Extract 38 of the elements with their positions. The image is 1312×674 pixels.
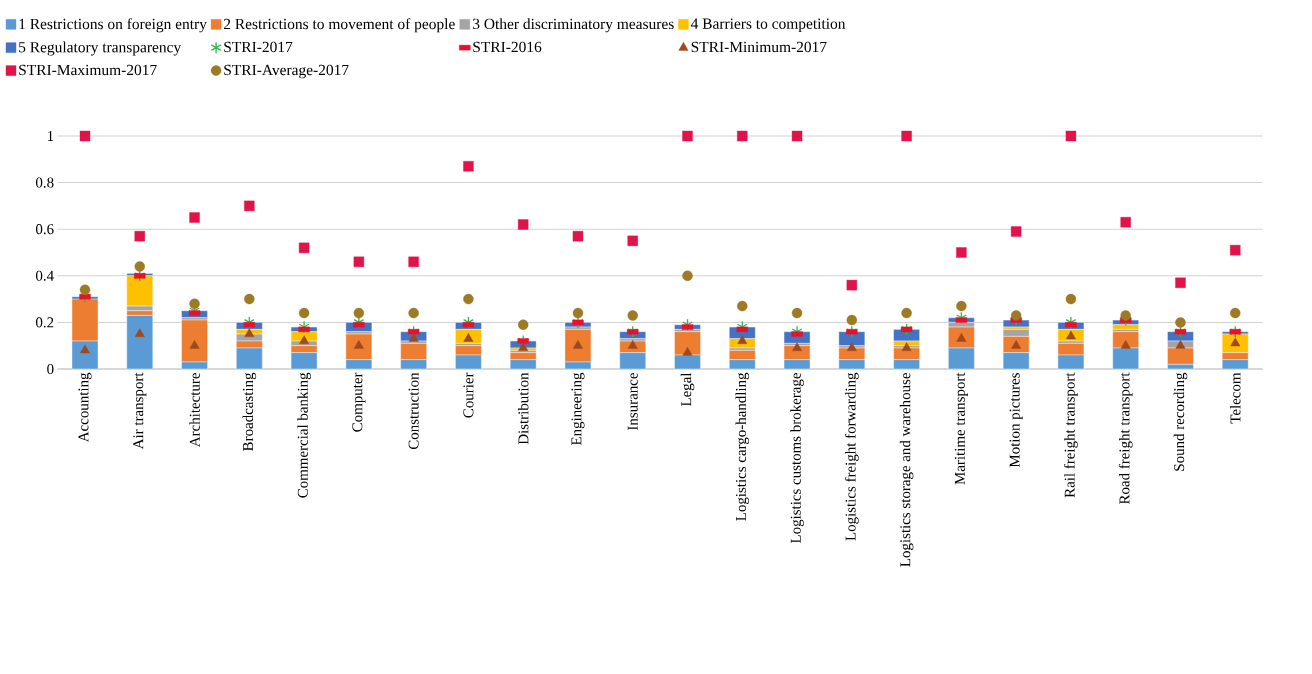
legend-label: STRI-Minimum-2017: [691, 41, 827, 53]
x-tick-label: Air transport: [133, 372, 147, 450]
y-tick-label: 0.6: [35, 224, 54, 235]
y-tick-label: 1: [47, 131, 54, 141]
y-tick-label: 0.2: [35, 317, 54, 328]
x-tick-label: Commercial banking: [297, 372, 311, 498]
y-tick-label: 0.8: [35, 177, 54, 188]
legend-label: 2 Restrictions to movement of people: [223, 18, 455, 33]
x-tick-label: Computer: [352, 372, 366, 432]
legend-label: STRI-2017: [224, 41, 293, 53]
x-tick-label: Sound recording: [1173, 372, 1188, 471]
x-tick-label: Broadcasting: [242, 372, 257, 451]
x-tick-label: Maritime transport: [954, 372, 968, 485]
legend-label: STRI-Maximum-2017: [19, 64, 157, 76]
x-tick-label: Courier: [463, 372, 474, 418]
x-tick-label: Road freight transport: [1118, 372, 1133, 505]
y-tick-label: 0: [47, 363, 54, 375]
x-tick-label: Distribution: [517, 372, 529, 445]
x-tick-label: Logistics cargo-handling: [735, 372, 750, 521]
x-tick-label: Logistics freight forwarding: [844, 372, 859, 541]
x-tick-label: Engineering: [571, 372, 585, 446]
x-tick-label: Architecture: [189, 373, 200, 448]
x-tick-label: Legal: [680, 372, 695, 407]
x-tick-label: Construction: [408, 372, 419, 450]
legend-label: 4 Barriers to competition: [690, 18, 846, 32]
x-tick-label: Logistics storage and warehouse: [899, 373, 914, 567]
x-tick-label: Rail freight transport: [1064, 372, 1078, 498]
x-tick-label: Telecom: [1230, 372, 1241, 424]
x-tick-label: Insurance: [627, 373, 638, 431]
legend-label: 3 Other discriminatory measures: [473, 18, 674, 33]
legend-label: STRI-2016: [473, 41, 542, 53]
x-tick-label: Accounting: [78, 372, 92, 443]
legend-label: STRI-Average-2017: [224, 64, 349, 79]
x-tick-label: Logistics customs brokerage: [790, 373, 804, 544]
legend-label: 5 Regulatory transparency: [19, 41, 182, 56]
x-tick-label: Motion pictures: [1009, 373, 1023, 468]
legend-label: 1 Restrictions on foreign entry: [19, 18, 207, 33]
y-tick-label: 0.4: [35, 270, 54, 281]
